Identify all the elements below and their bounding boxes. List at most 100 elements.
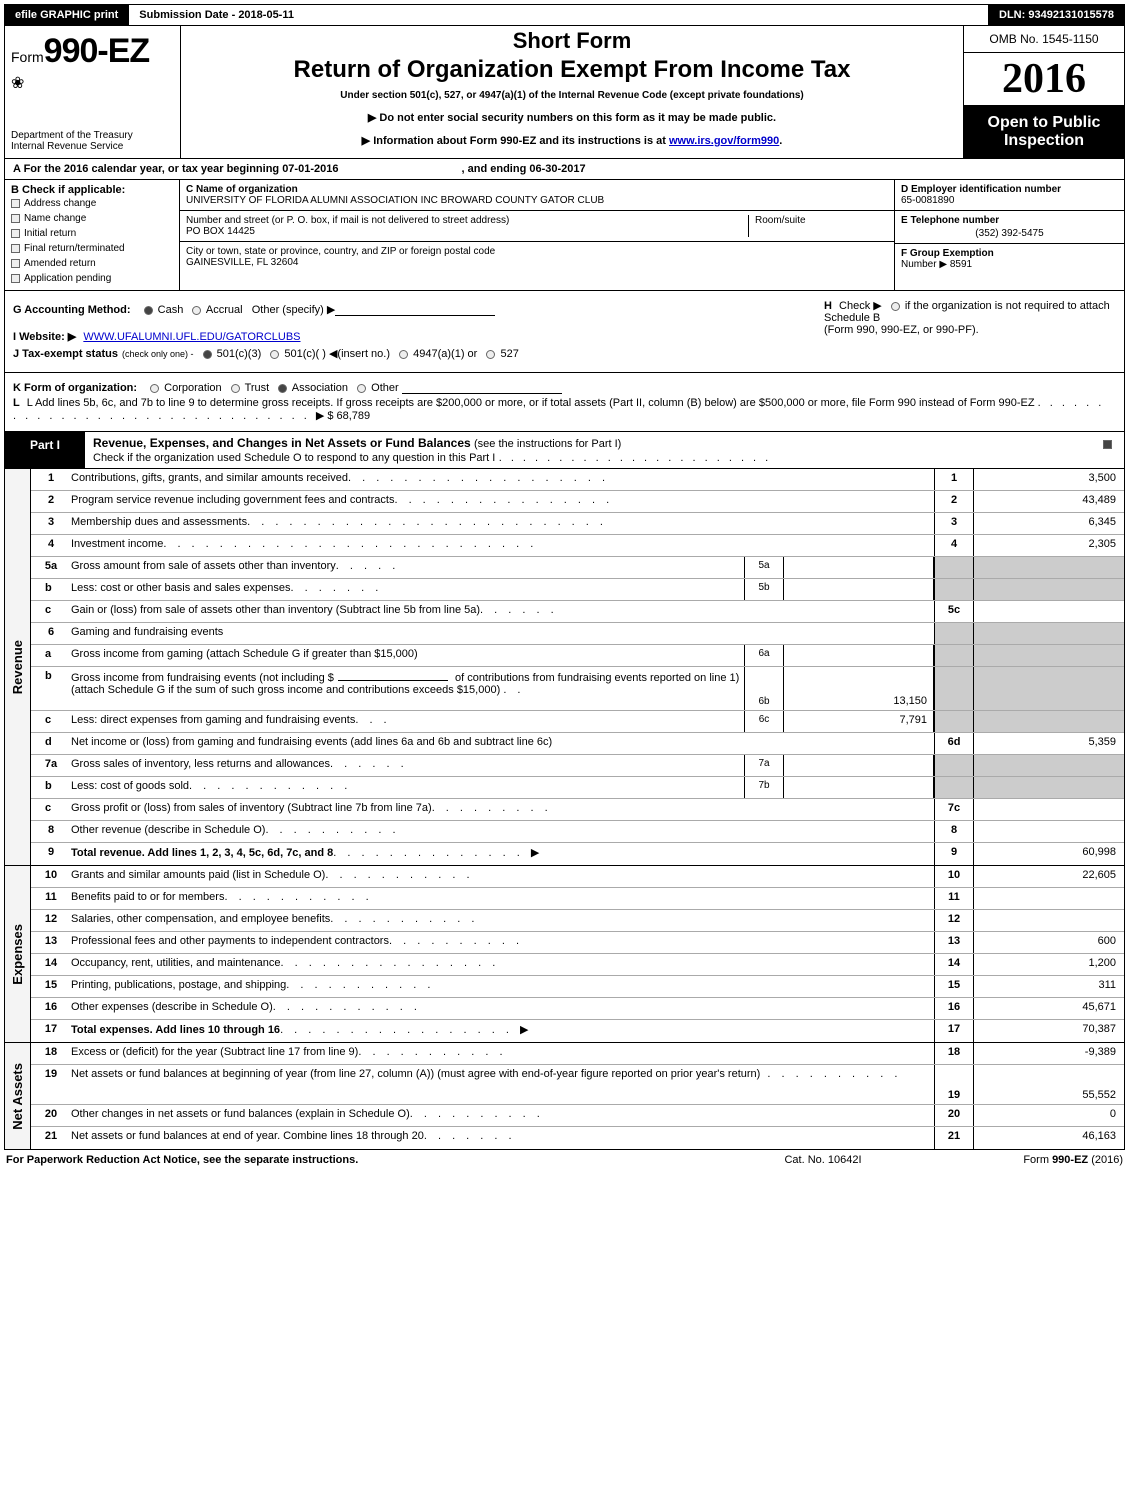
radio-icon[interactable] (891, 302, 900, 311)
submission-date: Submission Date - 2018-05-11 (128, 5, 989, 25)
dln-label: DLN: 93492131015578 (989, 5, 1124, 25)
ln-num: 15 (31, 976, 71, 997)
chk-amended-return[interactable]: Amended return (11, 256, 173, 271)
phone-value: (352) 392-5475 (901, 228, 1118, 239)
footer-paperwork: For Paperwork Reduction Act Notice, see … (6, 1154, 723, 1166)
box-amt-shade (974, 623, 1124, 644)
chk-application-pending[interactable]: Application pending (11, 271, 173, 286)
part-i-tag: Part I (5, 432, 85, 468)
ln-num: 14 (31, 954, 71, 975)
chk-final-return[interactable]: Final return/terminated (11, 241, 173, 256)
ln-desc: Contributions, gifts, grants, and simila… (71, 472, 348, 484)
ln-desc: Gain or (loss) from sale of assets other… (71, 604, 480, 616)
radio-icon[interactable] (399, 350, 408, 359)
ln-desc: Salaries, other compensation, and employ… (71, 913, 330, 925)
line-k: K Form of organization: Corporation Trus… (13, 382, 1116, 394)
box-num: 21 (934, 1127, 974, 1149)
mini-amt (784, 755, 934, 776)
ln-desc: Membership dues and assessments (71, 516, 247, 528)
box-amt: -9,389 (974, 1043, 1124, 1064)
ln-num: 6 (31, 623, 71, 644)
ln-desc: Other expenses (describe in Schedule O) (71, 1001, 273, 1013)
ln-desc: Net income or (loss) from gaming and fun… (71, 736, 552, 748)
radio-icon[interactable] (150, 384, 159, 393)
box-j-label: J Tax-exempt status (13, 348, 118, 360)
part-i-title: Revenue, Expenses, and Changes in Net As… (93, 436, 471, 450)
box-num: 6d (934, 733, 974, 754)
box-g-label: G Accounting Method: (13, 304, 131, 316)
open-public-box: Open to Public Inspection (964, 106, 1124, 158)
radio-icon[interactable] (486, 350, 495, 359)
radio-icon[interactable] (192, 306, 201, 315)
line-8: 8 Other revenue (describe in Schedule O)… (31, 821, 1124, 843)
box-amt: 43,489 (974, 491, 1124, 512)
chk-address-change[interactable]: Address change (11, 196, 173, 211)
box-d-label: D Employer identification number (901, 184, 1118, 195)
line-l: L L Add lines 5b, 6c, and 7b to line 9 t… (13, 397, 1116, 422)
box-ghij: G Accounting Method: Cash Accrual Other … (4, 291, 1125, 373)
ln-desc: Less: direct expenses from gaming and fu… (71, 714, 355, 726)
form-prefix: Form (11, 49, 44, 65)
mini-num: 5a (744, 557, 784, 578)
line-6d: d Net income or (loss) from gaming and f… (31, 733, 1124, 755)
g-other: Other (specify) ▶ (252, 304, 336, 316)
part-i-title-block: Revenue, Expenses, and Changes in Net As… (85, 432, 1094, 468)
line-10: 10 Grants and similar amounts paid (list… (31, 866, 1124, 888)
box-kl: K Form of organization: Corporation Trus… (4, 373, 1125, 432)
box-num-shade (934, 755, 974, 776)
ln-desc: Gross profit or (loss) from sales of inv… (71, 802, 432, 814)
radio-icon[interactable] (144, 306, 153, 315)
ln-num: b (31, 777, 71, 798)
ln-num: 10 (31, 866, 71, 887)
ln-num: 3 (31, 513, 71, 534)
radio-icon[interactable] (270, 350, 279, 359)
radio-icon[interactable] (357, 384, 366, 393)
mini-amt (784, 579, 934, 600)
checkbox-icon (11, 229, 20, 238)
website-link[interactable]: WWW.UFALUMNI.UFL.EDU/GATORCLUBS (83, 331, 300, 343)
box-h-label: H (824, 300, 832, 312)
chk-name-change[interactable]: Name change (11, 211, 173, 226)
line-5c: c Gain or (loss) from sale of assets oth… (31, 601, 1124, 623)
omb-number: OMB No. 1545-1150 (964, 26, 1124, 53)
ln-desc: Printing, publications, postage, and shi… (71, 979, 286, 991)
top-bar: efile GRAPHIC print Submission Date - 20… (4, 4, 1125, 26)
footer-formref: Form 990-EZ (2016) (923, 1154, 1123, 1166)
efile-label: efile GRAPHIC print (5, 5, 128, 25)
line-6b: b Gross income from fundraising events (… (31, 667, 1124, 711)
box-e-label: E Telephone number (901, 215, 1118, 226)
ln-num: c (31, 711, 71, 732)
radio-icon[interactable] (231, 384, 240, 393)
part-i-header: Part I Revenue, Expenses, and Changes in… (4, 432, 1125, 469)
box-num: 2 (934, 491, 974, 512)
box-num: 8 (934, 821, 974, 842)
line-21: 21 Net assets or fund balances at end of… (31, 1127, 1124, 1149)
box-num-shade (934, 645, 974, 666)
line-7c: c Gross profit or (loss) from sales of i… (31, 799, 1124, 821)
mini-num: 5b (744, 579, 784, 600)
ln-num: 11 (31, 888, 71, 909)
box-num: 17 (934, 1020, 974, 1042)
line-i: I Website: ▶ WWW.UFALUMNI.UFL.EDU/GATORC… (13, 330, 816, 343)
box-h: H Check ▶ if the organization is not req… (816, 299, 1116, 364)
box-num: 3 (934, 513, 974, 534)
radio-icon[interactable] (278, 384, 287, 393)
checkbox-icon (11, 244, 20, 253)
radio-icon[interactable] (203, 350, 212, 359)
irs-label: Internal Revenue Service (11, 141, 174, 152)
line-5b: b Less: cost or other basis and sales ex… (31, 579, 1124, 601)
line-13: 13 Professional fees and other payments … (31, 932, 1124, 954)
line-20: 20 Other changes in net assets or fund b… (31, 1105, 1124, 1127)
info-pre: ▶ Information about Form 990-EZ and its … (362, 135, 669, 147)
ln-num: b (31, 579, 71, 600)
irs-link[interactable]: www.irs.gov/form990 (669, 135, 779, 147)
k-corp: Corporation (164, 382, 221, 394)
footer-catno: Cat. No. 10642I (723, 1154, 923, 1166)
box-amt-shade (974, 777, 1124, 798)
ln-num: 21 (31, 1127, 71, 1149)
box-num-shade (934, 777, 974, 798)
part-i-checkbox[interactable] (1094, 432, 1124, 468)
box-amt: 46,163 (974, 1127, 1124, 1149)
checkbox-icon (11, 274, 20, 283)
chk-initial-return[interactable]: Initial return (11, 226, 173, 241)
